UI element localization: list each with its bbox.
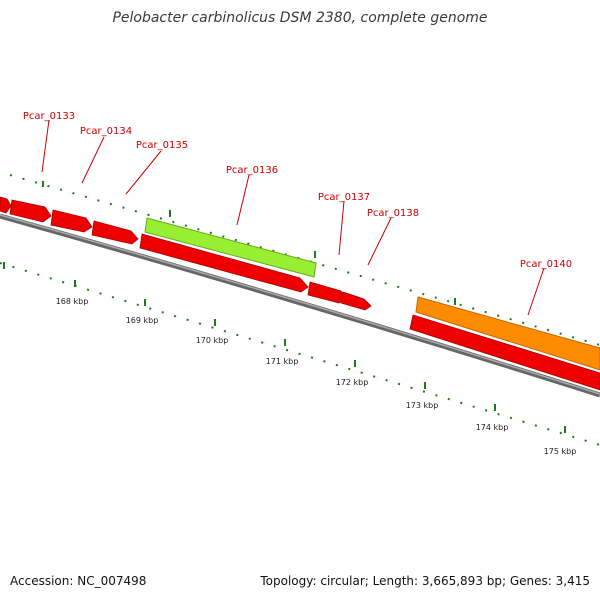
gene-arrow[interactable] <box>0 196 12 214</box>
scale-label-171: 171 kbp <box>266 357 299 366</box>
map-title: Pelobacter carbinolicus DSM 2380, comple… <box>112 10 487 26</box>
gene-label-pcar-0137[interactable]: Pcar_0137 <box>318 192 370 203</box>
scale-label-173: 173 kbp <box>406 401 439 410</box>
leader-line <box>338 200 345 256</box>
leader-line <box>527 267 545 316</box>
gene-label-pcar-0135[interactable]: Pcar_0135 <box>136 140 188 151</box>
leader-line <box>81 136 105 184</box>
gene-arrows <box>0 196 600 391</box>
scale-label-175: 175 kbp <box>544 447 577 456</box>
scale-label-168: 168 kbp <box>56 297 89 306</box>
scale-label-169: 169 kbp <box>126 316 159 325</box>
scale-label-170: 170 kbp <box>196 336 229 345</box>
gene-label-pcar-0134[interactable]: Pcar_0134 <box>80 126 132 137</box>
scale-label-174: 174 kbp <box>476 423 509 432</box>
genome-summary-text: Topology: circular; Length: 3,665,893 bp… <box>260 574 590 588</box>
scale-tick-track <box>0 262 600 446</box>
gene-arrow-pcar-0136[interactable] <box>139 233 309 293</box>
leader-line <box>236 174 250 226</box>
gene-label-pcar-0138[interactable]: Pcar_0138 <box>367 208 419 219</box>
scale-label-172: 172 kbp <box>336 378 369 387</box>
gene-label-pcar-0136[interactable]: Pcar_0136 <box>226 165 278 176</box>
gene-bar-pcar-0136-highlight[interactable] <box>144 217 317 278</box>
label-leader-lines <box>41 119 545 316</box>
genome-backbone <box>0 213 600 398</box>
leader-line <box>125 150 162 195</box>
gene-arrow-pcar-0133[interactable] <box>9 199 52 223</box>
gene-label-pcar-0140[interactable]: Pcar_0140 <box>520 259 572 270</box>
gene-arrow-pcar-0138[interactable] <box>340 291 372 311</box>
genome-backbone-highlight <box>0 214 600 395</box>
gene-arrow-pcar-0134[interactable] <box>50 209 93 233</box>
gene-label-pcar-0133[interactable]: Pcar_0133 <box>23 111 75 122</box>
leader-line <box>41 119 50 173</box>
gene-arrow-pcar-0135[interactable] <box>91 220 139 245</box>
feature-tick-track <box>9 174 600 346</box>
leader-line <box>367 217 392 266</box>
gene-arrow-pcar-0140[interactable] <box>409 314 600 391</box>
accession-text: Accession: NC_007498 <box>10 574 147 588</box>
gene-bar-pcar-0140-highlight[interactable] <box>415 296 600 371</box>
gene-arrow-pcar-0137[interactable] <box>307 281 347 304</box>
scale-minor-ticks <box>0 262 600 446</box>
